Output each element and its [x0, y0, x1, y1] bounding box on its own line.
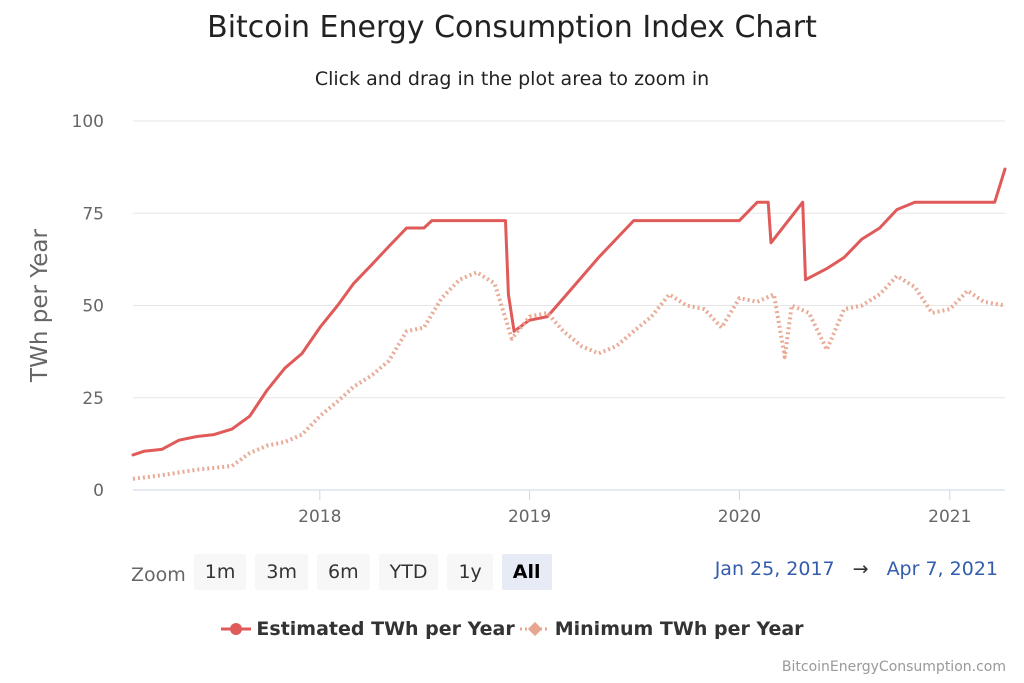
zoom-bar: Zoom 1m 3m 6m YTD 1y All — [131, 553, 561, 591]
zoom-ytd-button[interactable]: YTD — [378, 554, 439, 590]
x-tick-label: 2019 — [508, 507, 551, 527]
y-tick-label: 100 — [72, 112, 104, 132]
legend: Estimated TWh per Year Minimum TWh per Y… — [0, 618, 1024, 640]
chart-title: Bitcoin Energy Consumption Index Chart — [207, 10, 817, 45]
legend-minimum-symbol — [519, 621, 550, 637]
legend-estimated-label: Estimated TWh per Year — [256, 618, 515, 640]
y-tick-label: 75 — [82, 204, 104, 224]
zoom-6m-button[interactable]: 6m — [317, 554, 370, 590]
series-estimated-line — [131, 167, 1007, 457]
x-tick-label: 2018 — [298, 507, 341, 527]
date-range: Jan 25, 2017 → Apr 7, 2021 — [715, 558, 998, 580]
y-tick-label: 0 — [93, 481, 104, 501]
range-from-date[interactable]: Jan 25, 2017 — [714, 558, 835, 580]
zoom-1m-button[interactable]: 1m — [193, 554, 247, 590]
zoom-3m-button[interactable]: 3m — [255, 554, 308, 590]
range-arrow: → — [852, 558, 869, 580]
y-tick-label: 25 — [82, 389, 104, 409]
series-minimum-line — [132, 270, 1006, 481]
x-tick-label: 2020 — [718, 507, 761, 527]
legend-item-minimum[interactable]: Minimum TWh per Year — [519, 618, 804, 640]
y-axis-title: TWh per Year — [27, 229, 53, 383]
zoom-1y-button[interactable]: 1y — [447, 554, 493, 590]
legend-item-estimated[interactable]: Estimated TWh per Year — [220, 618, 515, 640]
range-to-date[interactable]: Apr 7, 2021 — [886, 558, 998, 580]
chart-subtitle: Click and drag in the plot area to zoom … — [314, 68, 710, 90]
credit-link[interactable]: BitcoinEnergyConsumption.com — [781, 659, 1006, 675]
zoom-label: Zoom — [131, 564, 186, 586]
legend-minimum-label: Minimum TWh per Year — [554, 618, 804, 640]
zoom-all-button[interactable]: All — [501, 554, 552, 590]
legend-estimated-symbol — [221, 623, 252, 635]
x-tick-label: 2021 — [928, 507, 971, 527]
y-tick-label: 50 — [82, 297, 104, 317]
